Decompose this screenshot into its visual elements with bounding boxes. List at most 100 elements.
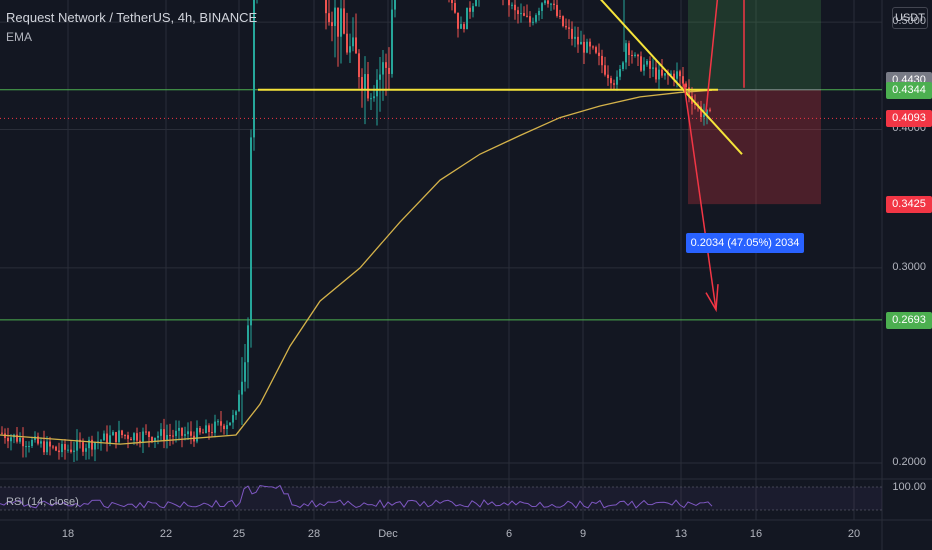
candle-body bbox=[82, 442, 84, 452]
candle-body bbox=[127, 435, 129, 439]
candle-body bbox=[364, 74, 366, 91]
candle-body bbox=[175, 430, 177, 437]
price-tick: 0.3000 bbox=[892, 260, 926, 273]
candle-body bbox=[163, 429, 165, 441]
rsi-pane bbox=[0, 484, 882, 511]
candle-body bbox=[343, 8, 345, 34]
candle-body bbox=[91, 439, 93, 450]
currency-button[interactable]: USDT bbox=[892, 7, 928, 29]
rsi-band-fill bbox=[0, 487, 882, 510]
candle-body bbox=[376, 79, 378, 97]
candle-body bbox=[598, 52, 600, 56]
candle-body bbox=[214, 421, 216, 433]
candle-body bbox=[118, 430, 120, 443]
candle-body bbox=[169, 434, 171, 436]
candle-body bbox=[142, 431, 144, 443]
candle-body bbox=[700, 106, 702, 118]
candle-body bbox=[553, 3, 555, 5]
ema-indicator-label[interactable]: EMA bbox=[6, 30, 33, 44]
candle-body bbox=[49, 441, 51, 447]
candle-body bbox=[541, 3, 543, 11]
candle-body bbox=[583, 41, 585, 53]
candle-body bbox=[562, 16, 564, 26]
price-tick: 0.2000 bbox=[892, 456, 926, 468]
candle-body bbox=[139, 440, 141, 443]
candle-body bbox=[535, 15, 537, 22]
ema-path bbox=[0, 89, 713, 445]
candle-body bbox=[148, 431, 150, 437]
candle-body bbox=[124, 435, 126, 437]
candle-body bbox=[238, 394, 240, 412]
candle-body bbox=[556, 4, 558, 16]
candle-body bbox=[253, 0, 255, 138]
candle-body bbox=[475, 0, 477, 7]
candle-body bbox=[361, 77, 363, 91]
time-tick: 28 bbox=[307, 528, 321, 540]
candle-body bbox=[529, 16, 531, 23]
candle-body bbox=[241, 381, 243, 395]
candle-body bbox=[19, 437, 21, 442]
candle-body bbox=[394, 0, 396, 10]
candle-body bbox=[586, 41, 588, 53]
symbol-title[interactable]: Request Network / TetherUS, 4h, BINANCE bbox=[6, 10, 258, 25]
candle-body bbox=[121, 430, 123, 436]
candle-body bbox=[229, 422, 231, 426]
candle-body bbox=[577, 36, 579, 45]
candle-body bbox=[211, 432, 213, 434]
long-position-tool bbox=[688, 0, 821, 205]
candle-body bbox=[571, 28, 573, 39]
candle-body bbox=[220, 421, 222, 426]
candle-body bbox=[619, 68, 621, 77]
stop-zone bbox=[688, 89, 821, 205]
candle-body bbox=[385, 62, 387, 68]
candle-body bbox=[115, 432, 117, 443]
candle-body bbox=[568, 27, 570, 29]
candle-body bbox=[532, 21, 534, 23]
candle-body bbox=[328, 13, 330, 23]
candle-body bbox=[523, 13, 525, 16]
candle-body bbox=[580, 41, 582, 45]
candle-body bbox=[676, 71, 678, 79]
candle-body bbox=[88, 439, 90, 449]
candle-body bbox=[340, 8, 342, 37]
candle-body bbox=[526, 15, 528, 17]
candle-body bbox=[367, 74, 369, 99]
price-label: 0.4344 bbox=[886, 81, 932, 99]
candle-body bbox=[649, 60, 651, 69]
candle-body bbox=[613, 83, 615, 85]
candle-body bbox=[223, 425, 225, 430]
candle-body bbox=[559, 15, 561, 17]
candle-body bbox=[202, 432, 204, 434]
candle-body bbox=[610, 78, 612, 84]
candle-body bbox=[628, 43, 630, 56]
candle-body bbox=[370, 98, 372, 100]
candle-body bbox=[460, 24, 462, 29]
rsi-indicator-label[interactable]: RSI (14, close) bbox=[6, 496, 79, 508]
candle-body bbox=[1, 432, 3, 434]
candle-body bbox=[349, 46, 351, 53]
candle-body bbox=[208, 425, 210, 433]
candle-body bbox=[655, 67, 657, 80]
candle-body bbox=[631, 55, 633, 57]
candle-body bbox=[685, 83, 687, 88]
candle-body bbox=[679, 71, 681, 77]
time-tick: 9 bbox=[579, 528, 587, 540]
candle-body bbox=[643, 64, 645, 71]
time-tick: Dec bbox=[378, 528, 398, 540]
candle-body bbox=[352, 37, 354, 47]
descending-trendline bbox=[600, 0, 743, 155]
down-arrow bbox=[683, 83, 717, 310]
candle-body bbox=[151, 436, 153, 442]
candle-body bbox=[160, 429, 162, 436]
price-label: 0.4093 bbox=[886, 110, 932, 128]
candle-body bbox=[172, 435, 174, 437]
down-arrowhead bbox=[705, 284, 719, 313]
candle-body bbox=[28, 446, 30, 448]
price-label: 0.2693 bbox=[886, 311, 932, 329]
time-tick: 6 bbox=[505, 528, 513, 540]
candle-body bbox=[130, 438, 132, 441]
candle-body bbox=[589, 41, 591, 47]
candle-body bbox=[457, 12, 459, 29]
candle-body bbox=[103, 433, 105, 441]
